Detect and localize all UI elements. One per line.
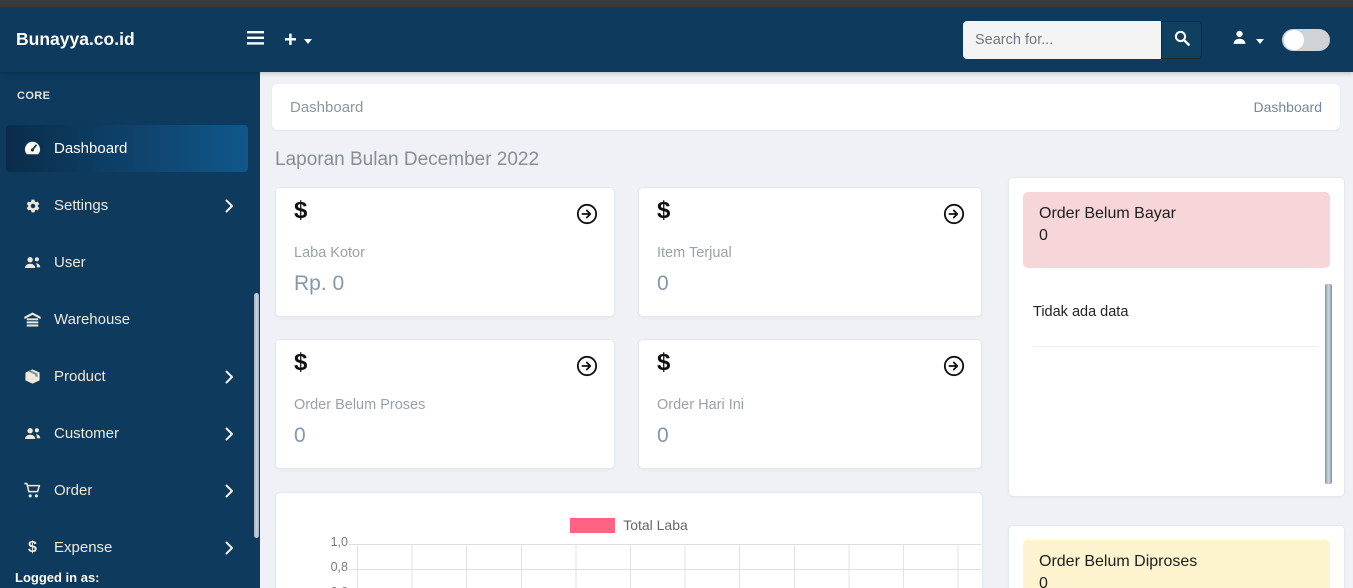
sidebar-item-label: Settings [54, 197, 109, 214]
user-menu-dropdown[interactable] [1230, 28, 1264, 52]
sidebar-item-label: Expense [54, 539, 113, 556]
tachometer-icon [23, 139, 42, 158]
empty-data-text: Tidak ada data [1033, 304, 1129, 320]
alert-title: Order Belum Diproses [1039, 553, 1198, 570]
stat-card-laba-kotor: $ Laba Kotor Rp. 0 [275, 187, 615, 317]
sidebar-item-label: Warehouse [54, 311, 131, 328]
chevron-right-icon [225, 541, 234, 555]
stat-label: Item Terjual [657, 245, 732, 261]
arrow-circle-right-icon[interactable] [576, 203, 598, 225]
divider [1033, 346, 1318, 347]
arrow-circle-right-icon[interactable] [943, 203, 965, 225]
alert-count: 0 [1039, 227, 1048, 245]
arrow-circle-right-icon[interactable] [943, 355, 965, 377]
sidebar-nav: CORE Dashboard Settings User [0, 72, 260, 588]
sidebar-item-user[interactable]: User [0, 234, 260, 291]
report-heading: Laporan Bulan December 2022 [275, 149, 540, 170]
stat-label: Laba Kotor [294, 245, 365, 261]
dollar-icon: $ [657, 197, 671, 224]
cart-icon [23, 482, 42, 499]
y-axis-tick: 0,8 [330, 560, 348, 574]
toggle-knob [1284, 29, 1304, 50]
legend-color-swatch [570, 517, 616, 533]
stat-card-order-hari-ini: $ Order Hari Ini 0 [638, 339, 982, 469]
sidebar-section-heading: CORE [17, 90, 51, 102]
sidebar-items: Settings User Warehouse [0, 177, 260, 576]
user-icon [1230, 28, 1249, 52]
warehouse-icon [23, 311, 42, 328]
stat-label: Order Belum Proses [294, 397, 426, 413]
panel-order-belum-bayar: Order Belum Bayar 0 Tidak ada data [1008, 177, 1345, 497]
chevron-right-icon [225, 199, 234, 213]
box-icon [23, 368, 42, 385]
plus-icon: + [284, 26, 297, 52]
sidebar-item-product[interactable]: Product [0, 348, 260, 405]
y-axis-tick: 1,0 [330, 535, 348, 549]
sidebar-item-order[interactable]: Order [0, 462, 260, 519]
sidebar-item-warehouse[interactable]: Warehouse [0, 291, 260, 348]
navbar-right-group [963, 20, 1330, 59]
sidebar-toggle-button[interactable] [243, 27, 268, 52]
arrow-circle-right-icon[interactable] [576, 355, 598, 377]
main-content: Dashboard Dashboard Laporan Bulan Decemb… [260, 72, 1353, 588]
dollar-icon: $ [294, 349, 308, 376]
dollar-icon: $ [294, 197, 308, 224]
stat-value: 0 [657, 272, 669, 295]
brand-title[interactable]: Bunayya.co.id [16, 29, 135, 49]
gear-icon [23, 197, 42, 215]
page-title: Dashboard [290, 98, 364, 116]
page-header-bar: Dashboard Dashboard [272, 84, 1340, 130]
alert-unpaid-orders: Order Belum Bayar 0 [1023, 192, 1330, 268]
chevron-right-icon [225, 370, 234, 384]
logged-in-as-label: Logged in as: [15, 570, 100, 585]
dollar-icon: $ [28, 538, 37, 556]
stat-value: Rp. 0 [294, 272, 345, 295]
sidebar-item-customer[interactable]: Customer [0, 405, 260, 462]
sidebar-item-label: User [54, 254, 86, 271]
total-laba-chart-card: Total Laba 1,0 0,8 0,6 [275, 492, 983, 588]
sidebar-item-settings[interactable]: Settings [0, 177, 260, 234]
hamburger-icon [247, 31, 264, 48]
search-icon [1174, 30, 1190, 49]
users-icon [23, 425, 42, 442]
sidebar-scrollbar[interactable] [254, 293, 259, 538]
sidebar-item-dashboard[interactable]: Dashboard [6, 125, 248, 172]
users-icon [23, 254, 42, 271]
theme-toggle-switch[interactable] [1282, 28, 1330, 51]
y-axis-tick: 0,6 [308, 585, 348, 588]
chevron-right-icon [225, 484, 234, 498]
sidebar-item-label: Customer [54, 425, 120, 442]
alert-count: 0 [1039, 575, 1048, 588]
panel-scrollbar[interactable] [1325, 284, 1332, 484]
alert-unprocessed-orders: Order Belum Diproses 0 [1023, 540, 1330, 588]
panel-order-belum-diproses: Order Belum Diproses 0 [1008, 525, 1345, 588]
search-form [963, 20, 1202, 59]
stat-card-order-belum-proses: $ Order Belum Proses 0 [275, 339, 615, 469]
dollar-icon: $ [657, 349, 671, 376]
chevron-down-icon [303, 38, 312, 44]
window-top-strip [0, 0, 1353, 7]
sidebar-item-label: Dashboard [54, 140, 128, 157]
chevron-right-icon [225, 427, 234, 441]
quick-add-dropdown[interactable]: + [284, 26, 312, 52]
search-input[interactable] [963, 20, 1161, 59]
stat-value: 0 [294, 424, 306, 447]
breadcrumb: Dashboard [1253, 99, 1323, 115]
legend-label: Total Laba [623, 517, 688, 533]
chart-grid [357, 544, 961, 588]
stat-card-item-terjual: $ Item Terjual 0 [638, 187, 982, 317]
top-navbar: Bunayya.co.id + [0, 7, 1353, 72]
chart-legend-item[interactable]: Total Laba [276, 517, 982, 533]
chevron-down-icon [1256, 38, 1264, 44]
alert-title: Order Belum Bayar [1039, 205, 1176, 222]
sidebar-item-expense[interactable]: $ Expense [0, 519, 260, 576]
search-button[interactable] [1161, 20, 1202, 59]
stat-value: 0 [657, 424, 669, 447]
stat-label: Order Hari Ini [657, 397, 745, 413]
sidebar-item-label: Order [54, 482, 93, 499]
sidebar-item-label: Product [54, 368, 106, 385]
